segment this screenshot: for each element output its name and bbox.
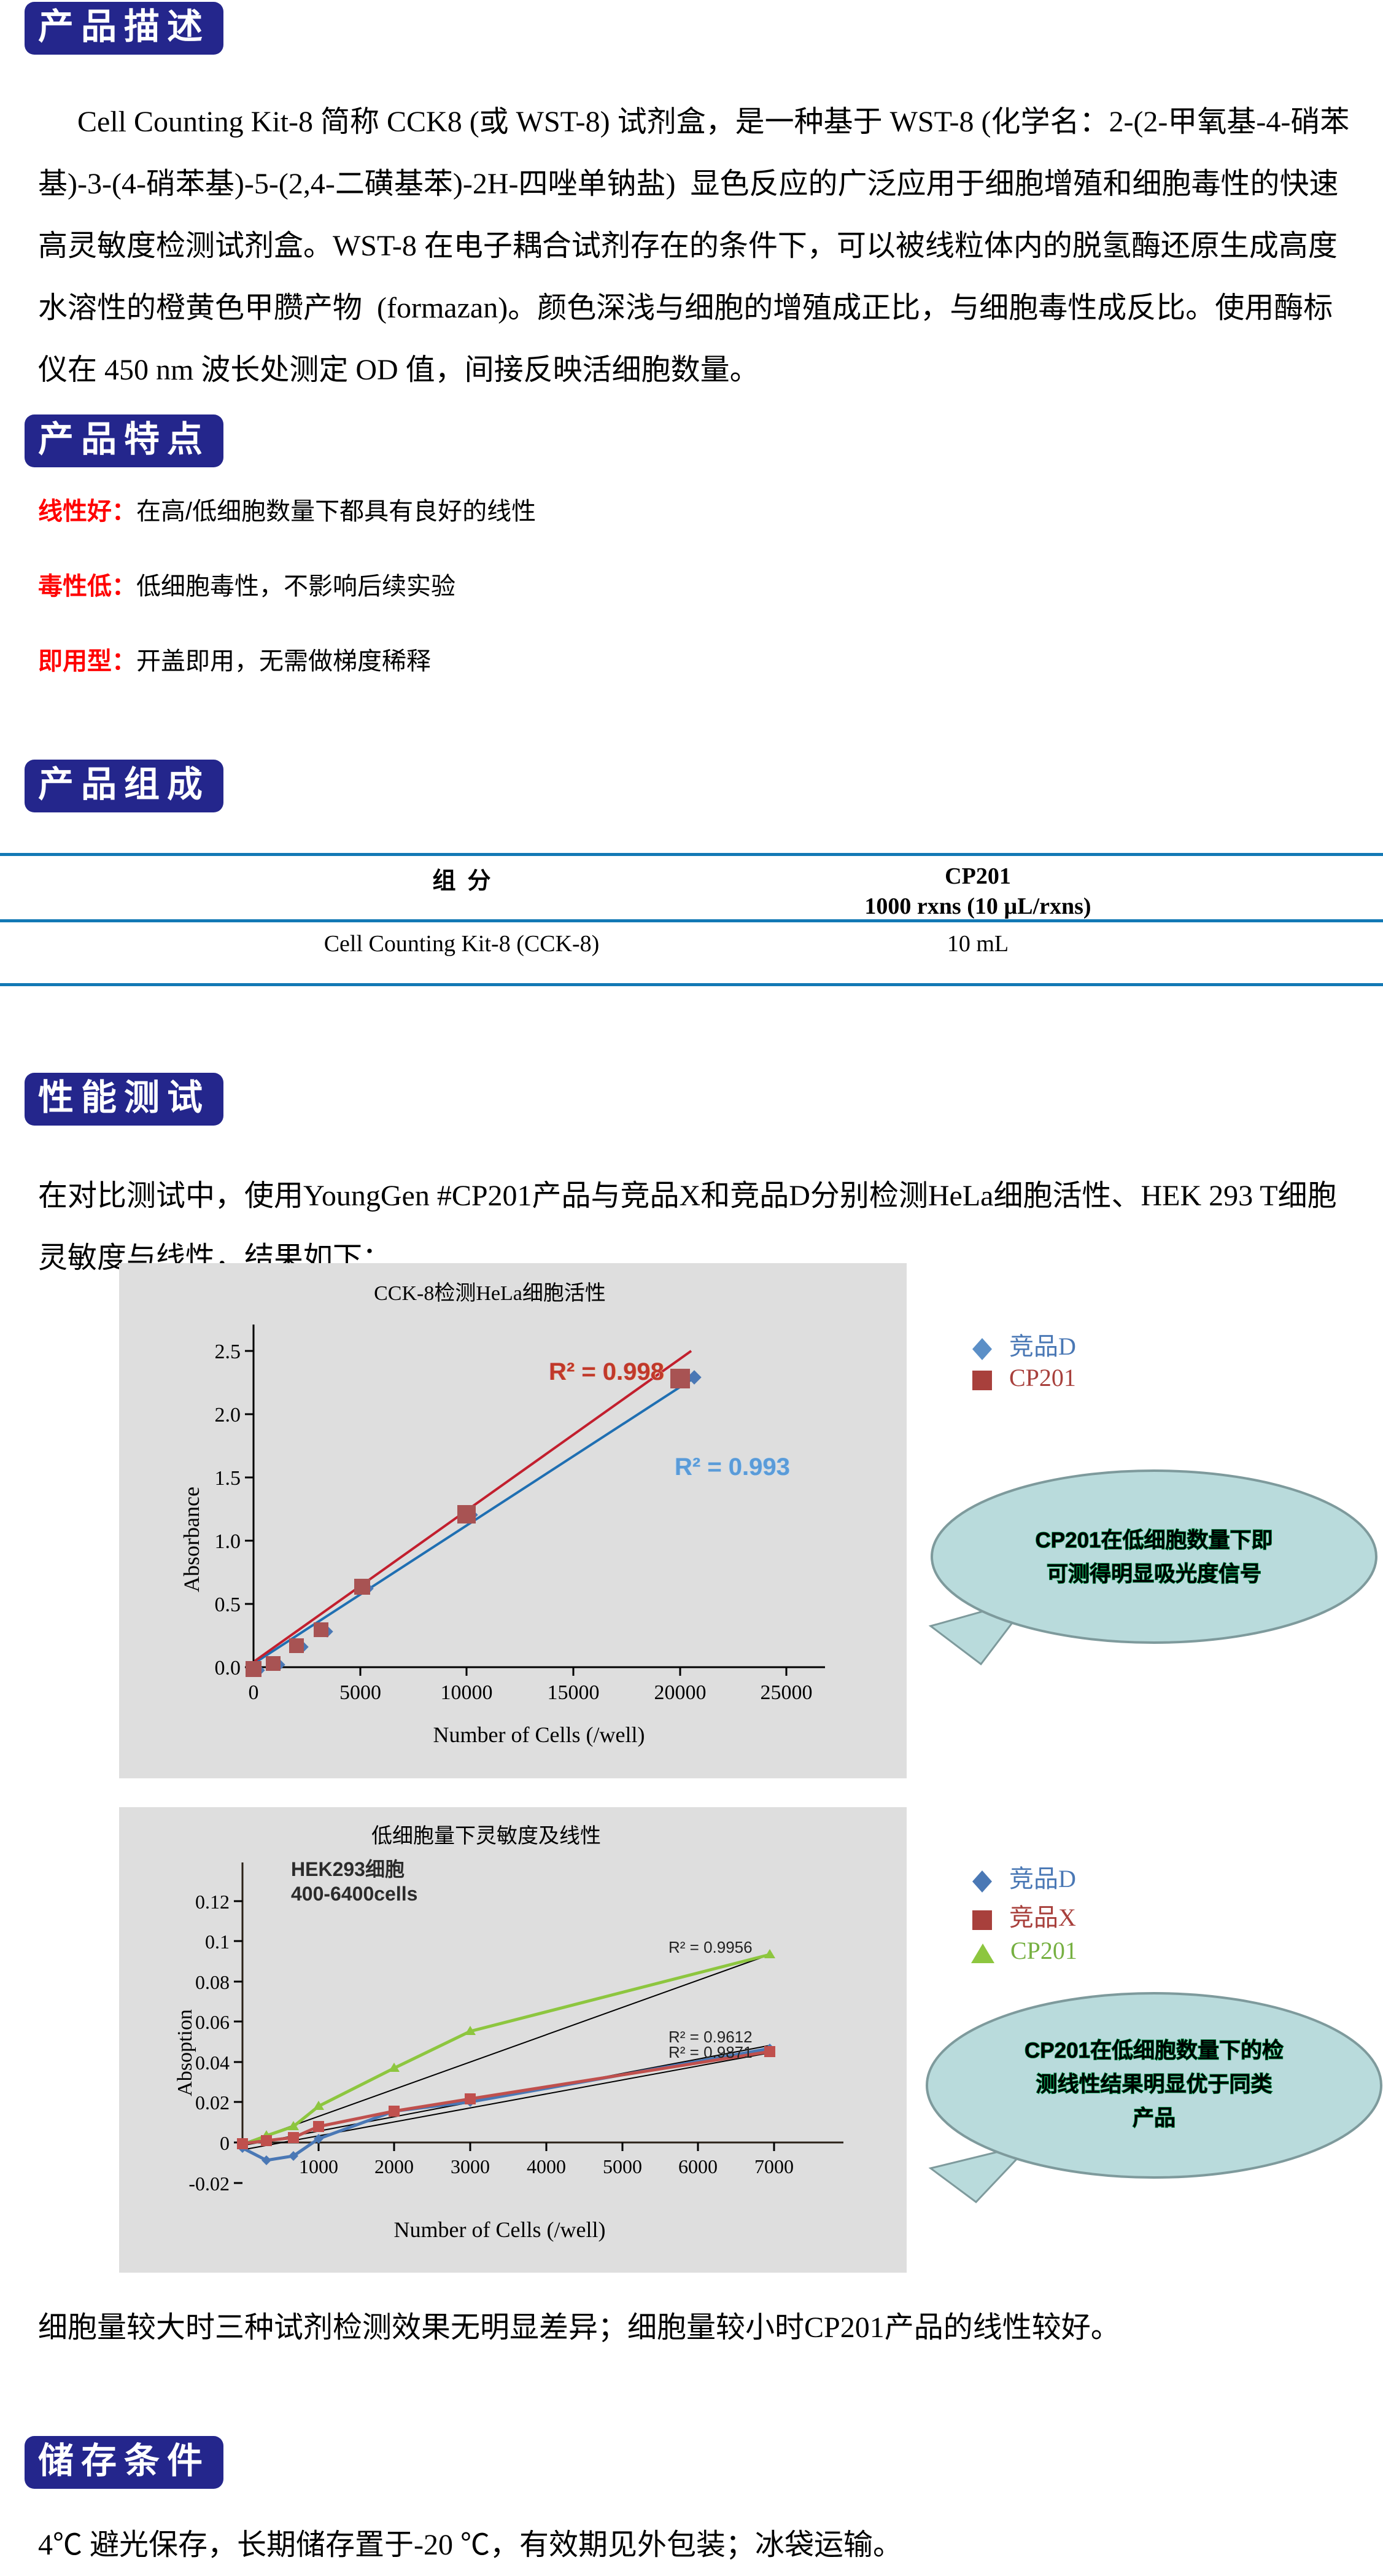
svg-text:R² = 0.993: R² = 0.993 xyxy=(675,1453,790,1481)
svg-text:0.1: 0.1 xyxy=(205,1931,230,1953)
svg-text:1.0: 1.0 xyxy=(215,1530,241,1553)
svg-text:1.5: 1.5 xyxy=(215,1467,241,1490)
svg-text:7000: 7000 xyxy=(754,2155,794,2177)
svg-text:1000: 1000 xyxy=(299,2155,338,2177)
svg-text:10000: 10000 xyxy=(441,1681,493,1704)
svg-text:0.02: 0.02 xyxy=(195,2092,230,2114)
svg-text:0.04: 0.04 xyxy=(195,2052,230,2074)
svg-text:2.5: 2.5 xyxy=(215,1341,241,1363)
svg-text:CP201在低细胞数量下的检: CP201在低细胞数量下的检 xyxy=(1025,2039,1284,2063)
svg-text:Absoption: Absoption xyxy=(174,2009,196,2096)
svg-text:HEK293细胞: HEK293细胞 xyxy=(291,1858,405,1880)
svg-text:2.0: 2.0 xyxy=(215,1404,241,1426)
svg-text:400-6400cells: 400-6400cells xyxy=(291,1883,417,1905)
svg-text:5000: 5000 xyxy=(339,1681,381,1704)
svg-text:0.06: 0.06 xyxy=(195,2011,230,2033)
svg-text:0: 0 xyxy=(249,1681,259,1704)
svg-text:可测得明显吸光度信号: 可测得明显吸光度信号 xyxy=(1047,1562,1261,1586)
svg-text:2000: 2000 xyxy=(374,2155,414,2177)
svg-text:20000: 20000 xyxy=(654,1681,707,1704)
svg-text:5000: 5000 xyxy=(603,2155,642,2177)
svg-text:CP201在低细胞数量下即: CP201在低细胞数量下即 xyxy=(1035,1528,1273,1552)
svg-text:R² = 0.998: R² = 0.998 xyxy=(549,1358,664,1385)
svg-text:CCK-8检测HeLa细胞活性: CCK-8检测HeLa细胞活性 xyxy=(374,1282,606,1305)
svg-text:R² = 0.9871: R² = 0.9871 xyxy=(668,2043,753,2061)
svg-text:低细胞量下灵敏度及线性: 低细胞量下灵敏度及线性 xyxy=(371,1824,601,1848)
svg-text:6000: 6000 xyxy=(678,2155,718,2177)
svg-text:0: 0 xyxy=(220,2132,230,2154)
svg-text:0.12: 0.12 xyxy=(195,1891,230,1913)
svg-text:Number of Cells (/well): Number of Cells (/well) xyxy=(394,2217,606,2242)
svg-text:R² = 0.9956: R² = 0.9956 xyxy=(668,1938,753,1956)
svg-text:测线性结果明显优于同类: 测线性结果明显优于同类 xyxy=(1036,2072,1272,2096)
svg-text:0.0: 0.0 xyxy=(215,1657,241,1679)
svg-text:15000: 15000 xyxy=(548,1681,600,1704)
svg-text:25000: 25000 xyxy=(761,1681,813,1704)
svg-text:Absorbance: Absorbance xyxy=(179,1487,204,1592)
svg-text:0.5: 0.5 xyxy=(215,1593,241,1616)
svg-text:3000: 3000 xyxy=(451,2155,490,2177)
svg-text:产品: 产品 xyxy=(1133,2106,1176,2130)
svg-text:Number of Cells (/well): Number of Cells (/well) xyxy=(433,1722,645,1747)
svg-text:0.08: 0.08 xyxy=(195,1971,230,1993)
svg-text:-0.02: -0.02 xyxy=(188,2173,230,2195)
svg-text:4000: 4000 xyxy=(527,2155,566,2177)
